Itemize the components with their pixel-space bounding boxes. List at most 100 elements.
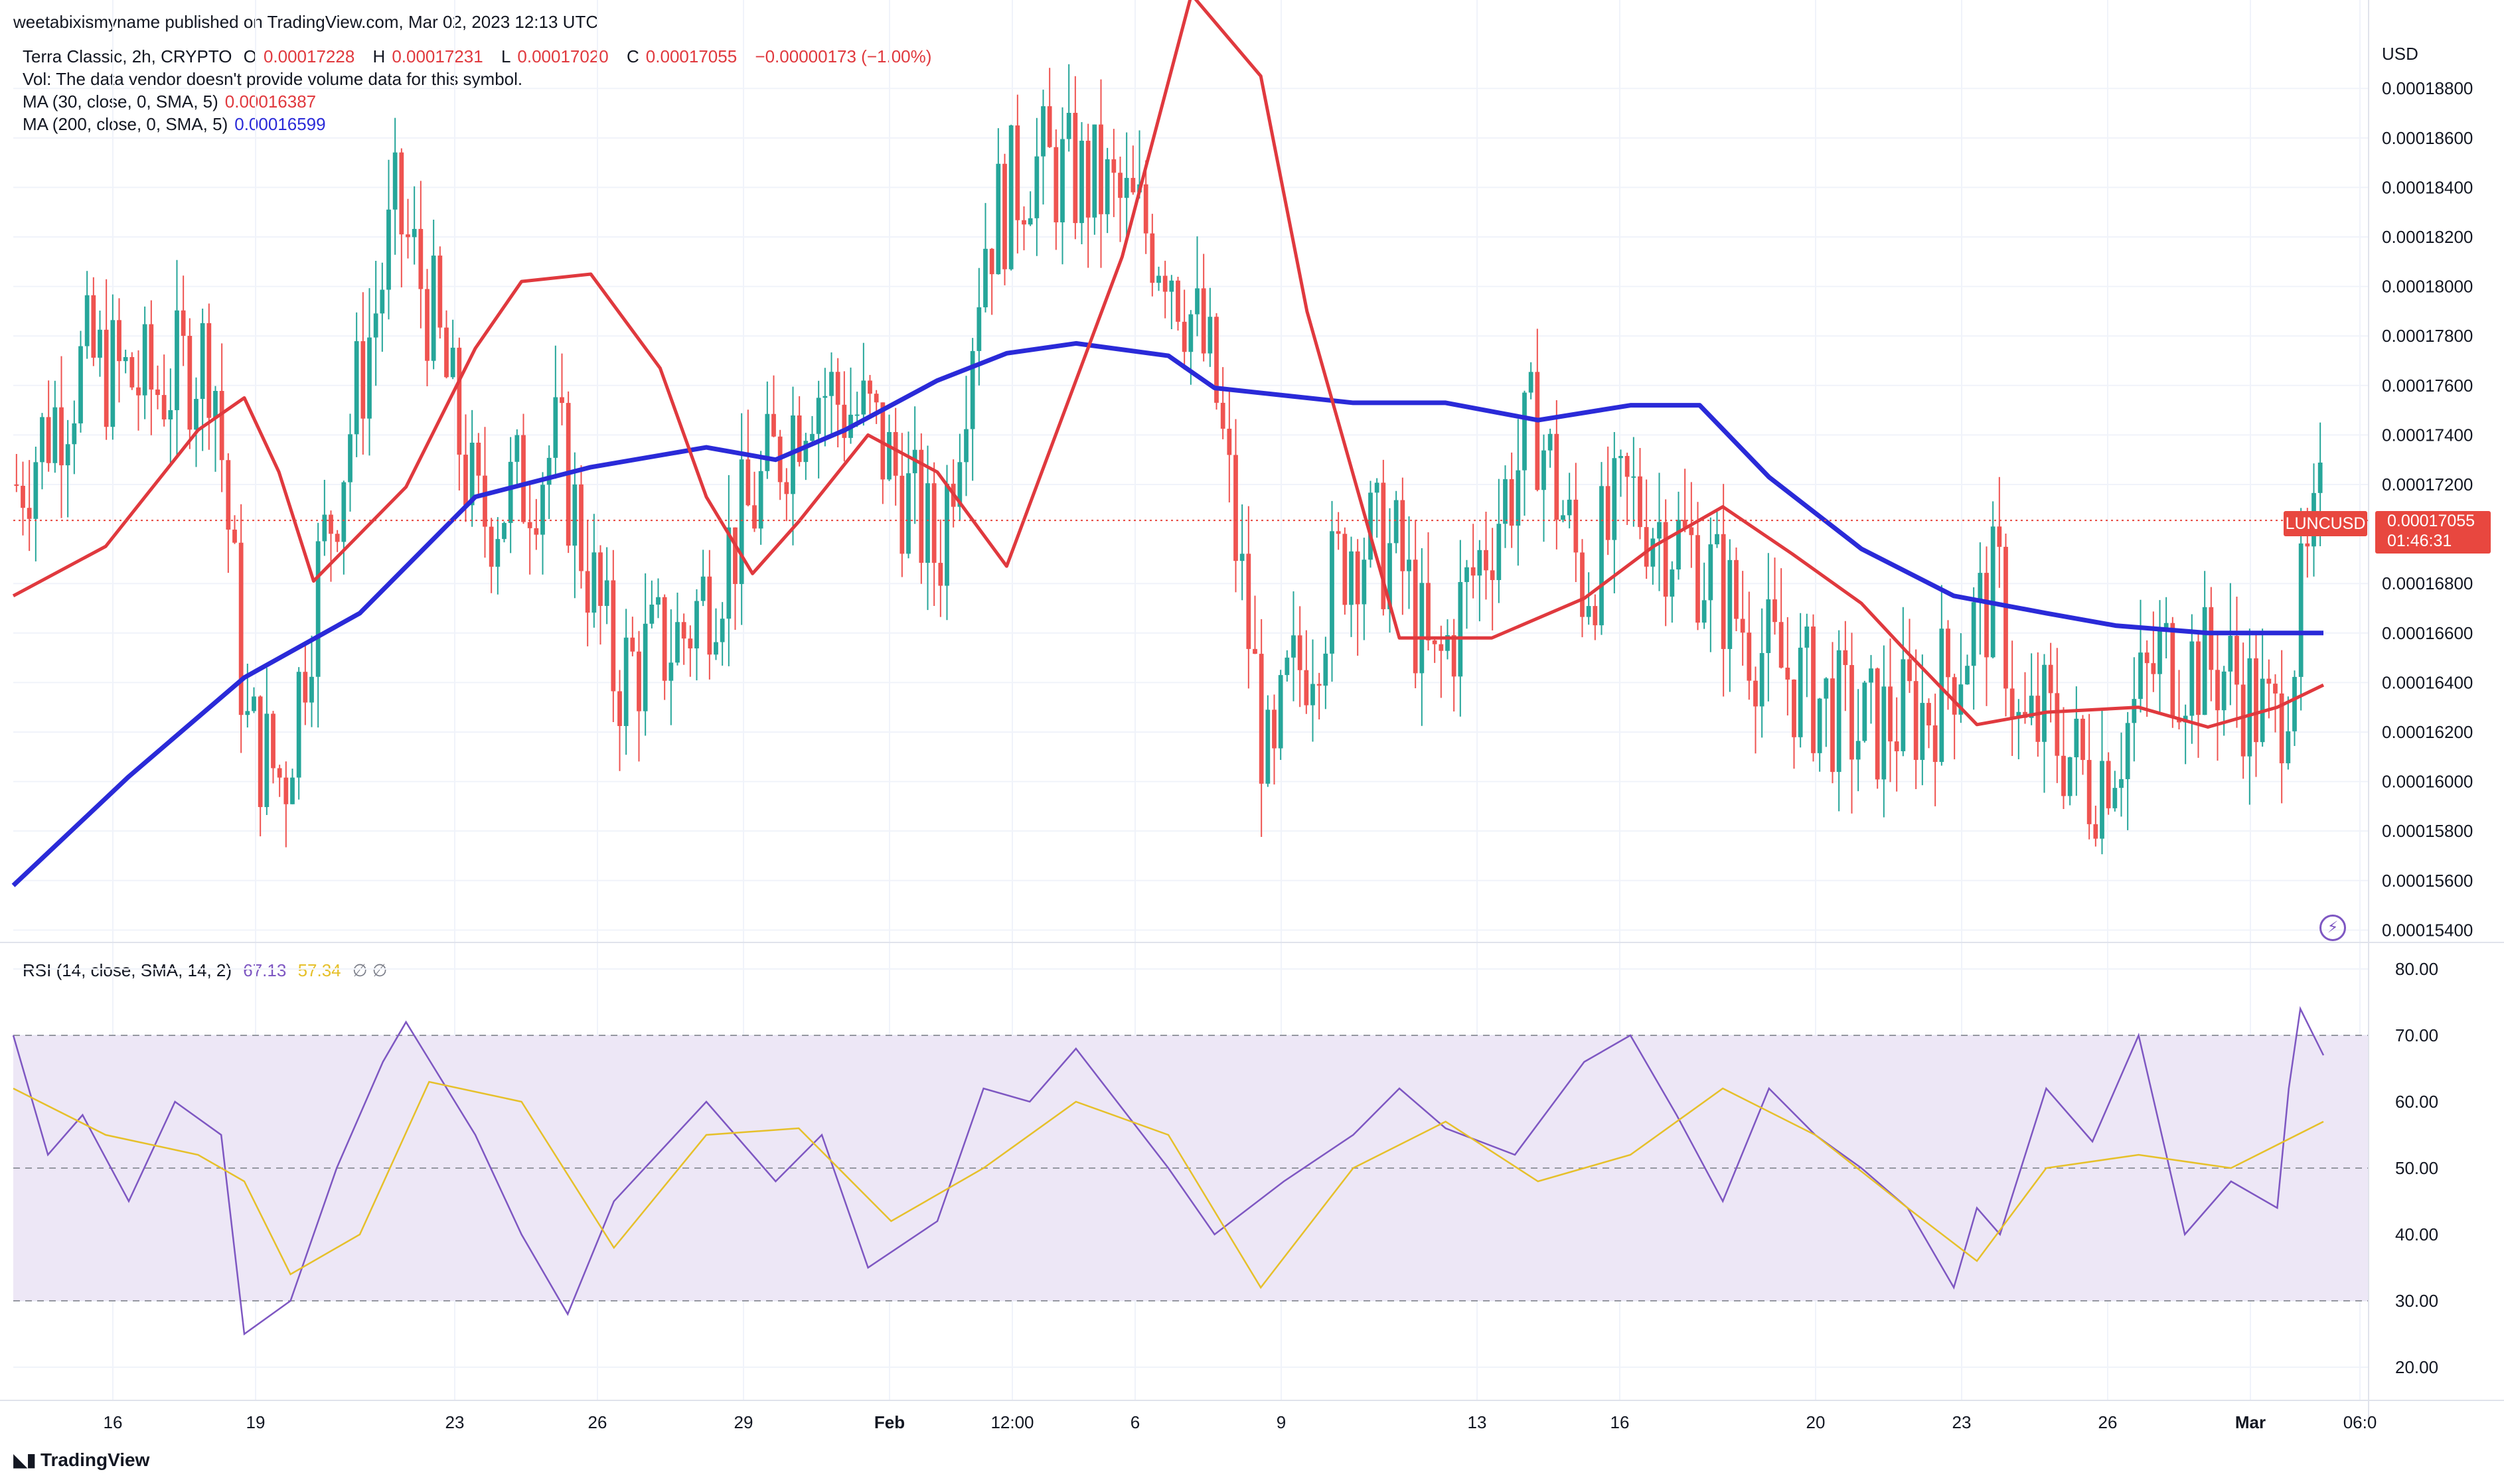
- time-tick-label: 16: [1610, 1412, 1630, 1432]
- candle-body: [508, 461, 513, 523]
- candle-body: [296, 672, 301, 778]
- candle-body: [1509, 479, 1514, 526]
- candle-body: [1689, 527, 1694, 536]
- candle-body: [27, 508, 32, 519]
- time-axis[interactable]: 16 19 23 26 29 Feb 12:00 6 9 13 16 20 23 26 Mar 06:0: [104, 1412, 2377, 1432]
- rsi-legend[interactable]: RSI (14, close, SMA, 14, 2) 67.13 57.34 …: [23, 959, 394, 982]
- candle-body: [1778, 622, 1784, 668]
- candle-body: [1952, 677, 1957, 715]
- candle-body: [335, 534, 340, 542]
- candle-body: [1997, 526, 2002, 547]
- candle-body: [1843, 650, 1848, 666]
- ma200-legend[interactable]: MA (200, close, 0, SMA, 5) 0.00016599: [23, 113, 333, 135]
- rsi-tick-label: 20.00: [2395, 1357, 2438, 1377]
- candle-body: [98, 329, 102, 358]
- candles: [14, 64, 2323, 855]
- candle-body: [1747, 632, 1752, 681]
- price-tick-label: 0.00015800: [2382, 821, 2473, 841]
- rsi-tick-label: 30.00: [2395, 1291, 2438, 1311]
- candle-body: [1913, 681, 1918, 760]
- candle-body: [1169, 280, 1174, 292]
- candle-body: [591, 552, 597, 613]
- candle-body: [33, 462, 39, 519]
- candle-body: [2170, 623, 2175, 718]
- candle-body: [2061, 755, 2066, 796]
- candle-body: [1253, 648, 1257, 654]
- candle-body: [1901, 659, 1906, 751]
- candle-body: [1978, 573, 1983, 603]
- candle-body: [181, 310, 186, 336]
- candle-body: [1336, 531, 1341, 534]
- candle-body: [399, 152, 404, 235]
- candle-body: [2106, 761, 2111, 808]
- candle-body: [1990, 526, 1995, 658]
- candle-body: [874, 394, 879, 403]
- candle-body: [1721, 534, 1726, 649]
- lightning-icon[interactable]: ⚡: [2319, 915, 2346, 941]
- candle-body: [290, 777, 295, 804]
- candle-body: [232, 529, 237, 543]
- volume-note: Vol: The data vendor doesn't provide vol…: [23, 69, 523, 89]
- candle-body: [2215, 670, 2220, 711]
- candle-body: [2080, 718, 2085, 761]
- candle-body: [527, 522, 532, 528]
- candle-body: [1368, 492, 1373, 560]
- candle-body: [271, 713, 275, 769]
- candle-body: [1041, 106, 1046, 157]
- candle-body: [842, 404, 847, 438]
- candle-body: [514, 435, 520, 462]
- open-value: O 0.00017228: [243, 46, 355, 66]
- candle-body: [1766, 599, 1771, 653]
- candle-body: [1092, 124, 1097, 218]
- candle-body: [309, 676, 314, 703]
- tradingview-logo[interactable]: ◣▮ TradingView: [13, 1449, 150, 1470]
- rsi-axis[interactable]: 80.00 70.00 60.00 50.00 40.00 30.00 20.00: [2395, 959, 2438, 1377]
- candle-body: [78, 346, 83, 423]
- time-tick-label: 29: [734, 1412, 753, 1432]
- candle-body: [668, 662, 674, 681]
- candle-body: [765, 413, 770, 471]
- rsi-extra: ∅ ∅: [352, 960, 388, 980]
- candle-body: [1208, 317, 1213, 354]
- candle-body: [1060, 139, 1065, 223]
- candle-body: [900, 475, 905, 554]
- rsi-ma-value: 57.34: [297, 960, 341, 980]
- price-tick-label: 0.00018200: [2382, 227, 2473, 247]
- ma30-label: MA (30, close, 0, SMA, 5): [23, 92, 218, 111]
- candle-body: [2234, 636, 2239, 685]
- candle-body: [887, 432, 892, 480]
- price-axis[interactable]: USD 0.00018800 0.00018600 0.00018400 0.00018…: [2382, 44, 2473, 940]
- candle-body: [283, 777, 289, 804]
- candle-body: [1836, 650, 1841, 773]
- candle-body: [136, 387, 141, 396]
- candle-body: [919, 449, 924, 563]
- candle-body: [643, 623, 648, 711]
- candle-body: [1477, 550, 1482, 576]
- current-price-text: 0.00017055: [2387, 512, 2475, 530]
- candle-body: [1657, 522, 1662, 539]
- symbol-name[interactable]: Terra Classic, 2h, CRYPTO: [23, 46, 232, 66]
- candle-body: [2151, 663, 2156, 674]
- candle-body: [1573, 499, 1579, 553]
- candle-body: [957, 462, 963, 507]
- candle-body: [656, 597, 661, 605]
- candle-body: [1195, 288, 1200, 315]
- candle-body: [341, 482, 347, 542]
- candle-body: [797, 415, 802, 463]
- candle-body: [1073, 113, 1078, 224]
- candle-body: [1105, 159, 1110, 214]
- candle-body: [418, 228, 424, 289]
- candle-body: [2016, 711, 2021, 717]
- candle-body: [2009, 688, 2015, 717]
- candle-body: [2112, 788, 2118, 808]
- candle-body: [457, 347, 462, 455]
- candle-body: [1894, 741, 1899, 751]
- candle-body: [1330, 531, 1334, 654]
- candle-body: [52, 407, 58, 463]
- candle-body: [784, 482, 789, 494]
- ma30-legend[interactable]: MA (30, close, 0, SMA, 5) 0.00016387: [23, 90, 323, 113]
- candle-body: [1079, 141, 1084, 224]
- candle-body: [1156, 275, 1161, 283]
- candle-body: [1535, 372, 1540, 490]
